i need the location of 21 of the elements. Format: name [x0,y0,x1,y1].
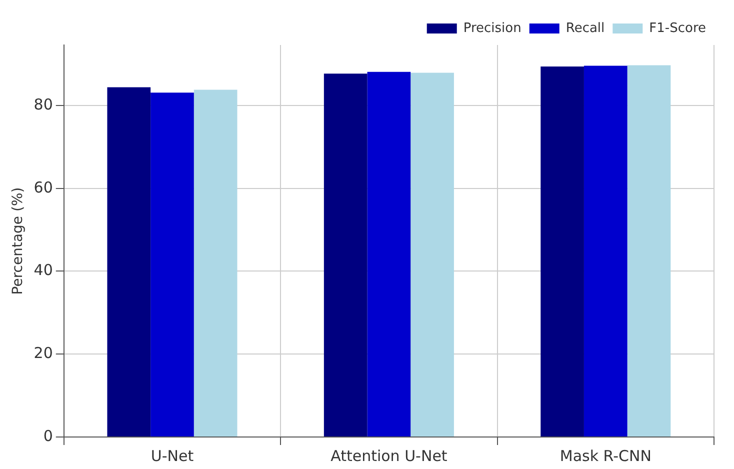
y-tick-label: 20 [34,344,53,362]
x-tick-label: Mask R-CNN [560,446,652,465]
bar [107,87,151,436]
legend-label: Recall [566,20,605,36]
x-tick-label: Attention U-Net [330,446,448,465]
bar [367,72,411,436]
bar [410,72,454,436]
legend-label: Precision [463,20,522,36]
y-tick-label: 60 [34,178,53,196]
legend-label: F1-Score [649,20,706,36]
y-tick-label: 0 [43,426,53,445]
y-axis-title: Percentage (%) [10,187,26,295]
x-tick-label: U-Net [150,446,194,465]
bar [324,74,368,436]
y-tick-label: 40 [34,261,53,280]
bar [540,66,584,436]
bar [584,66,628,436]
bar [194,90,238,436]
y-tick-label: 80 [34,95,53,114]
bar [627,65,671,436]
bar [150,92,194,436]
